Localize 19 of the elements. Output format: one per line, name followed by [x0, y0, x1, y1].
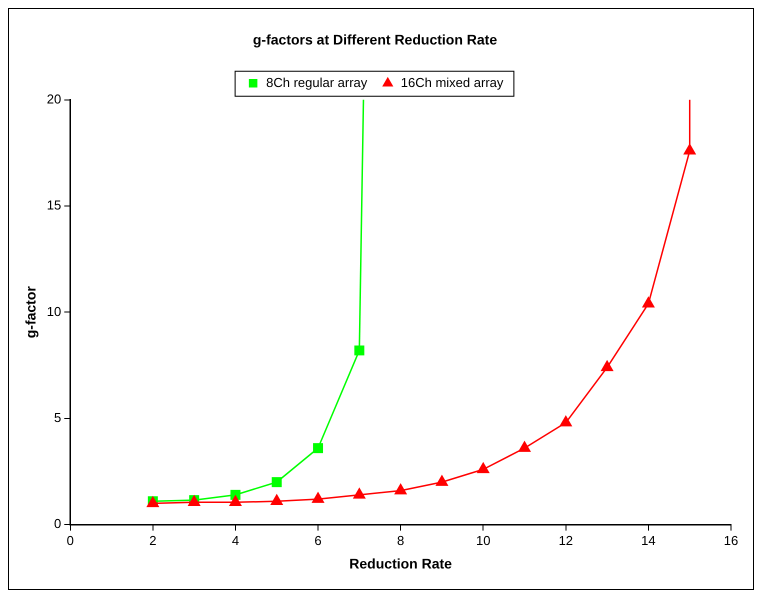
y-tick-label: 0 [54, 516, 62, 532]
y-axis-title: g-factor [22, 286, 38, 338]
y-tick-label: 15 [46, 198, 62, 213]
x-tick-label: 10 [476, 532, 490, 548]
chart-title: g-factors at Different Reduction Rate [252, 31, 498, 48]
x-tick-label: 8 [397, 532, 404, 548]
legend-label: 8Ch regular array [266, 74, 368, 90]
x-tick-label: 6 [314, 532, 322, 548]
x-tick-label: 4 [232, 532, 240, 548]
x-tick-label: 0 [66, 532, 74, 548]
x-tick-label: 2 [149, 532, 156, 548]
x-axis-title: Reduction Rate [349, 555, 452, 572]
y-tick-label: 5 [54, 410, 62, 425]
x-tick-label: 12 [558, 532, 574, 548]
legend-label: 16Ch mixed array [400, 74, 504, 90]
x-tick-label: 16 [724, 532, 738, 548]
y-tick-label: 20 [46, 91, 62, 106]
y-tick-label: 10 [46, 304, 62, 319]
x-tick-label: 14 [641, 532, 656, 548]
